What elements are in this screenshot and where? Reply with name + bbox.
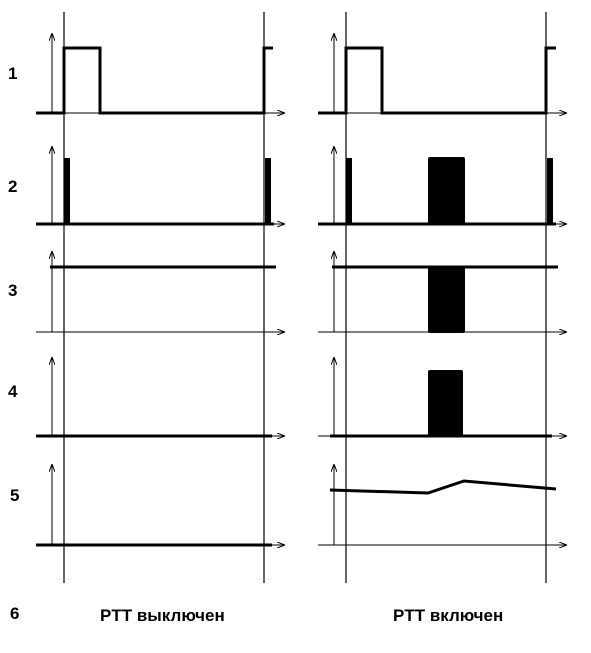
caption-ptt-off: PTT выключен [100,606,225,625]
pulse-l2-b [265,158,271,224]
pulse-r2-b [547,158,553,224]
signal-r5 [329,479,557,495]
row-label-5: 5 [10,486,20,505]
signal-l1 [36,46,273,115]
pulse-r2-a [346,158,352,224]
caption-ptt-on: PTT включен [393,606,504,625]
row-label-6: 6 [10,604,20,623]
ptt-block-r4 [428,370,463,437]
signal-r1 [318,46,556,115]
row-label-4: 4 [8,382,18,401]
axes [36,34,566,545]
reference-lines [63,12,547,583]
ptt-block-r2 [428,157,465,224]
pulse-l2-a [64,158,70,224]
pulse-blocks [64,157,553,437]
row-label-2: 2 [8,177,18,196]
row-label-1: 1 [8,64,18,83]
row-label-3: 3 [8,281,18,300]
signals [36,46,558,547]
ptt-block-r3 [428,266,465,333]
